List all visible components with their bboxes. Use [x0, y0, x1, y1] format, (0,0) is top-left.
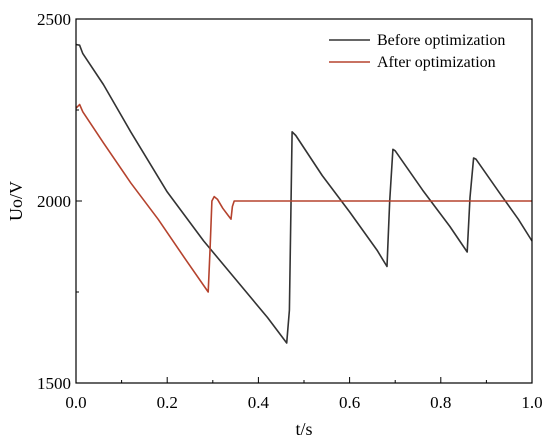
- x-tick-label: 0.4: [248, 393, 270, 412]
- x-tick-label: 0.0: [65, 393, 86, 412]
- y-tick-label: 2000: [37, 192, 71, 211]
- legend: Before optimization After optimization: [329, 32, 505, 71]
- y-tick-label: 2500: [37, 10, 71, 29]
- x-tick-label: 1.0: [521, 393, 542, 412]
- x-axis-title: t/s: [295, 419, 312, 439]
- y-tick-label: 1500: [37, 374, 71, 393]
- series-line-after-optimization: [75, 103, 532, 293]
- series-line-before-optimization: [75, 43, 533, 344]
- x-tick-label: 0.2: [157, 393, 178, 412]
- series-layer: [75, 43, 533, 344]
- x-tick-label: 0.6: [339, 393, 360, 412]
- legend-label-after-optimization: After optimization: [377, 54, 496, 71]
- legend-label-before-optimization: Before optimization: [377, 32, 505, 49]
- x-tick-label: 0.8: [430, 393, 451, 412]
- y-axis-title: Uo/V: [6, 181, 26, 221]
- axis-ticks: 0.0 0.2 0.4 0.6 0.8 1.0 1500 2000 2500: [37, 10, 543, 412]
